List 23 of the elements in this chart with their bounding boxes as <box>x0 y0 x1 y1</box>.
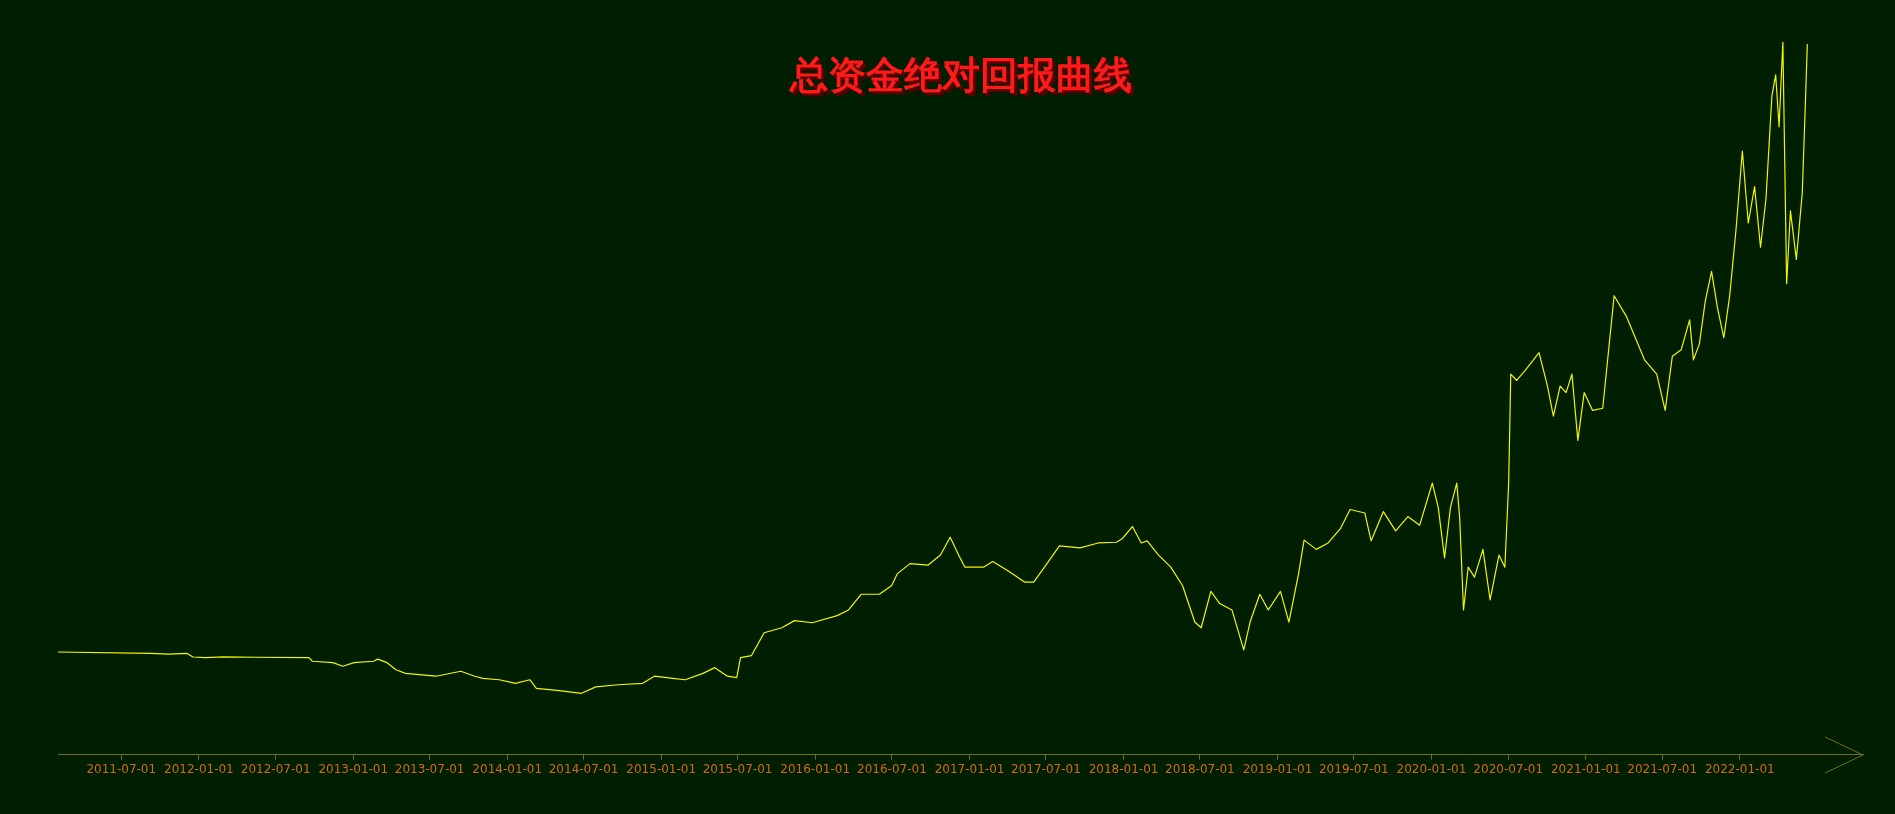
x-tick-label: 2014-07-01 <box>548 761 619 776</box>
x-tick-label: 2017-07-01 <box>1011 761 1081 776</box>
x-tick-label: 2019-07-01 <box>1318 761 1389 776</box>
x-tick-label: 2021-07-01 <box>1627 761 1698 776</box>
x-tick-label: 2015-01-01 <box>626 761 697 776</box>
x-tick-label: 2014-01-01 <box>472 761 543 776</box>
x-tick-label: 2017-01-01 <box>934 761 1005 776</box>
x-tick-label: 2022-01-01 <box>1704 761 1775 776</box>
x-tick-label: 2020-07-01 <box>1473 761 1544 776</box>
x-tick-label: 2018-07-01 <box>1165 761 1235 776</box>
x-tick-label: 2020-01-01 <box>1396 761 1467 776</box>
x-tick-label: 2011-07-01 <box>86 761 157 776</box>
chart-title: 总资金绝对回报曲线 <box>790 54 1135 100</box>
x-tick-label: 2013-07-01 <box>394 761 465 776</box>
x-tick-label: 2012-07-01 <box>240 761 311 776</box>
x-tick-label: 2016-07-01 <box>857 761 927 776</box>
x-tick-label: 2013-01-01 <box>318 761 389 776</box>
x-tick-label: 2021-01-01 <box>1550 761 1621 776</box>
x-tick-label: 2016-01-01 <box>780 761 851 776</box>
x-tick-label: 2015-07-01 <box>702 761 773 776</box>
x-tick-label: 2018-01-01 <box>1088 761 1159 776</box>
x-tick-label: 2012-01-01 <box>164 761 234 776</box>
x-tick-label: 2019-01-01 <box>1242 761 1313 776</box>
